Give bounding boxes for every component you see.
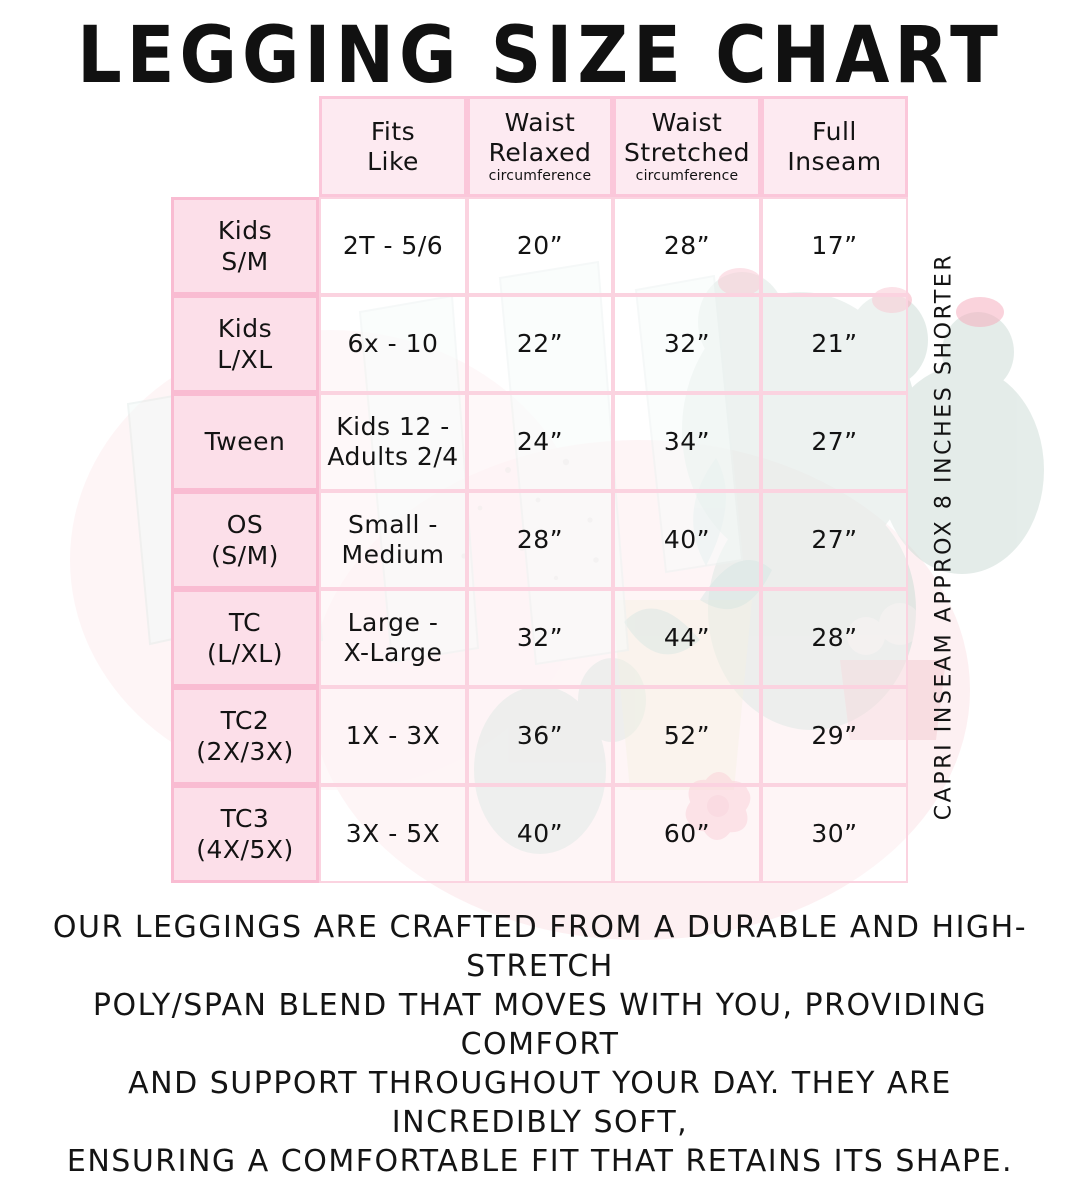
fits-like-cell: Small - Medium bbox=[319, 491, 467, 589]
footer-description: OUR LEGGINGS ARE CRAFTED FROM A DURABLE … bbox=[0, 908, 1080, 1181]
header-line-2: Like bbox=[367, 146, 419, 176]
waist-relaxed-cell: 36” bbox=[467, 687, 613, 785]
fits-line-1: 6x - 10 bbox=[347, 328, 439, 358]
waist-relaxed-cell: 24” bbox=[467, 393, 613, 491]
full-inseam-cell: 30” bbox=[761, 785, 908, 883]
full-inseam-cell: 28” bbox=[761, 589, 908, 687]
size-line-1: Kids bbox=[217, 215, 273, 245]
size-line-2: L/XL bbox=[217, 345, 273, 374]
table-row: Tween Kids 12 - Adults 2/4 24” 34” 27” bbox=[171, 393, 908, 491]
size-line-2: (4X/5X) bbox=[196, 835, 294, 864]
table-row: TC3 (4X/5X) 3X - 5X 40” 60” 30” bbox=[171, 785, 908, 883]
size-line-1: TC bbox=[228, 607, 262, 637]
header-line-1: Full bbox=[812, 117, 857, 146]
footer-line-2: POLY/SPAN BLEND THAT MOVES WITH YOU, PRO… bbox=[92, 988, 988, 1062]
fits-like-cell: 1X - 3X bbox=[319, 687, 467, 785]
header-sub-circumference: circumference bbox=[635, 168, 739, 185]
full-inseam-cell: 29” bbox=[761, 687, 908, 785]
size-label-cell: OS (S/M) bbox=[171, 491, 319, 589]
fits-line-2: Adults 2/4 bbox=[327, 442, 459, 471]
fits-like-cell: Large - X-Large bbox=[319, 589, 467, 687]
fits-line-2: X-Large bbox=[343, 638, 443, 667]
size-label-cell: Tween bbox=[171, 393, 319, 491]
fits-line-1: Small - bbox=[348, 509, 438, 539]
header-line-1: Waist bbox=[504, 108, 576, 138]
waist-relaxed-cell: 28” bbox=[467, 491, 613, 589]
size-label-cell: TC2 (2X/3X) bbox=[171, 687, 319, 785]
fits-like-cell: 3X - 5X bbox=[319, 785, 467, 883]
header-line-1: Waist bbox=[651, 108, 723, 138]
size-line-2: (S/M) bbox=[211, 541, 279, 570]
full-inseam-cell: 27” bbox=[761, 491, 908, 589]
fits-like-cell: Kids 12 - Adults 2/4 bbox=[319, 393, 467, 491]
full-inseam-cell: 27” bbox=[761, 393, 908, 491]
footer-line-4: ENSURING A COMFORTABLE FIT THAT RETAINS … bbox=[66, 1144, 1014, 1179]
size-label-cell: TC (L/XL) bbox=[171, 589, 319, 687]
waist-stretched-cell: 28” bbox=[613, 197, 761, 295]
waist-stretched-cell: 40” bbox=[613, 491, 761, 589]
table-row: Kids L/XL 6x - 10 22” 32” 21” bbox=[171, 295, 908, 393]
table-row: TC (L/XL) Large - X-Large 32” 44” 28” bbox=[171, 589, 908, 687]
header-row: Fits Like Waist Relaxed circumference Wa… bbox=[171, 96, 908, 197]
size-label-cell: Kids L/XL bbox=[171, 295, 319, 393]
fits-line-1: 3X - 5X bbox=[345, 818, 441, 848]
fits-line-1: Large - bbox=[347, 607, 439, 637]
size-line-2: (2X/3X) bbox=[196, 737, 294, 766]
waist-relaxed-cell: 22” bbox=[467, 295, 613, 393]
header-line-1: Fits bbox=[370, 117, 416, 146]
size-chart-table: Fits Like Waist Relaxed circumference Wa… bbox=[171, 96, 908, 883]
table-row: OS (S/M) Small - Medium 28” 40” 27” bbox=[171, 491, 908, 589]
waist-stretched-cell: 34” bbox=[613, 393, 761, 491]
size-label-cell: Kids S/M bbox=[171, 197, 319, 295]
full-inseam-cell: 17” bbox=[761, 197, 908, 295]
size-line-1: OS bbox=[226, 509, 264, 539]
column-header-full-inseam: Full Inseam bbox=[761, 96, 908, 197]
fits-like-cell: 2T - 5/6 bbox=[319, 197, 467, 295]
full-inseam-cell: 21” bbox=[761, 295, 908, 393]
size-line-1: Kids bbox=[217, 313, 273, 343]
corner-cell bbox=[171, 96, 319, 197]
size-line-2: S/M bbox=[221, 247, 269, 276]
column-header-waist-relaxed: Waist Relaxed circumference bbox=[467, 96, 613, 197]
header-sub-circumference: circumference bbox=[488, 168, 592, 185]
waist-relaxed-cell: 40” bbox=[467, 785, 613, 883]
waist-stretched-cell: 60” bbox=[613, 785, 761, 883]
capri-inseam-note: CAPRI INSEAM APPROX 8 INCHES SHORTER bbox=[926, 248, 962, 824]
column-header-fits-like: Fits Like bbox=[319, 96, 467, 197]
fits-line-2: Medium bbox=[341, 540, 445, 569]
header-line-2: Stretched bbox=[624, 137, 750, 167]
waist-stretched-cell: 32” bbox=[613, 295, 761, 393]
size-line-1: TC3 bbox=[220, 803, 270, 833]
footer-line-3: AND SUPPORT THROUGHOUT YOUR DAY. THEY AR… bbox=[128, 1066, 952, 1140]
waist-stretched-cell: 44” bbox=[613, 589, 761, 687]
size-line-2: (L/XL) bbox=[207, 639, 283, 668]
waist-relaxed-cell: 32” bbox=[467, 589, 613, 687]
fits-like-cell: 6x - 10 bbox=[319, 295, 467, 393]
page-title: LEGGING SIZE CHART bbox=[77, 9, 1003, 102]
waist-stretched-cell: 52” bbox=[613, 687, 761, 785]
fits-line-1: 2T - 5/6 bbox=[342, 230, 444, 260]
table-row: TC2 (2X/3X) 1X - 3X 36” 52” 29” bbox=[171, 687, 908, 785]
table-row: Kids S/M 2T - 5/6 20” 28” 17” bbox=[171, 197, 908, 295]
capri-inseam-note-text: CAPRI INSEAM APPROX 8 INCHES SHORTER bbox=[931, 252, 957, 820]
size-line-1: TC2 bbox=[220, 705, 270, 735]
header-line-2: Relaxed bbox=[488, 137, 592, 167]
table-header: Fits Like Waist Relaxed circumference Wa… bbox=[171, 96, 908, 197]
waist-relaxed-cell: 20” bbox=[467, 197, 613, 295]
footer-line-1: OUR LEGGINGS ARE CRAFTED FROM A DURABLE … bbox=[52, 910, 1028, 984]
table-body: Kids S/M 2T - 5/6 20” 28” 17” Kids L/XL 6x - 10 2… bbox=[171, 197, 908, 883]
header-line-2: Inseam bbox=[787, 146, 882, 176]
column-header-waist-stretched: Waist Stretched circumference bbox=[613, 96, 761, 197]
fits-line-1: 1X - 3X bbox=[345, 720, 441, 750]
size-line-1: Tween bbox=[204, 427, 286, 457]
size-label-cell: TC3 (4X/5X) bbox=[171, 785, 319, 883]
fits-line-1: Kids 12 - bbox=[336, 411, 450, 441]
